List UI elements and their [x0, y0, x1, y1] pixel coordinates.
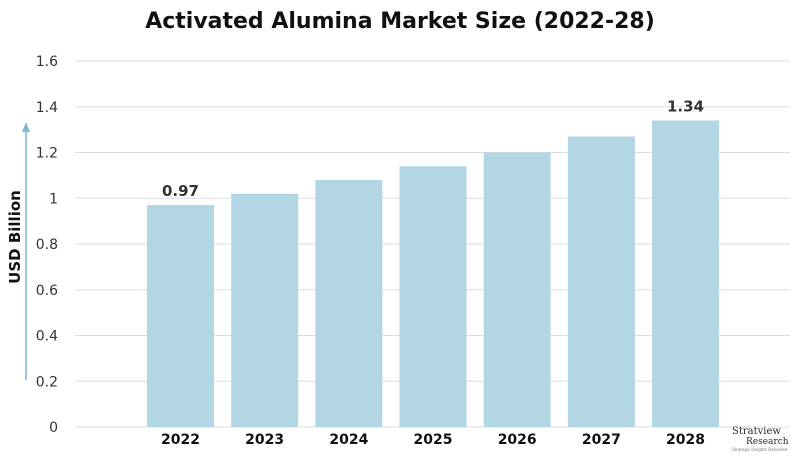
x-tick-label: 2022	[161, 432, 200, 448]
brand-logo: Stratview Research Strategic Insights De…	[732, 426, 798, 456]
y-tick-label: 1.4	[36, 100, 58, 116]
data-labels: 0.97 1.34	[162, 97, 704, 200]
y-tick-label: 0.2	[36, 374, 58, 390]
y-tick-label: 0.8	[36, 237, 58, 253]
x-tick-label: 2025	[414, 432, 453, 448]
chart-title: Activated Alumina Market Size (2022-28)	[145, 9, 655, 34]
data-label: 0.97	[162, 182, 199, 200]
bar-2027	[567, 136, 635, 428]
x-axis-ticks: 2022 2023 2024 2025 2026 2027 2028	[161, 432, 705, 448]
brand-name-bottom: Research	[746, 437, 789, 447]
brand-name-top: Stratview	[732, 426, 781, 437]
bar-2025	[399, 166, 467, 427]
x-tick-label: 2028	[666, 432, 705, 448]
y-axis-ticks: 0 0.2 0.4 0.6 0.8 1 1.2 1.4 1.6	[36, 54, 58, 436]
y-axis-arrowhead-icon	[22, 122, 30, 132]
bar-2026	[483, 152, 551, 427]
y-tick-label: 1.2	[36, 146, 58, 162]
x-tick-label: 2023	[245, 432, 284, 448]
y-tick-label: 0	[49, 420, 58, 436]
data-label: 1.34	[667, 97, 704, 115]
bar-2023	[231, 193, 299, 427]
y-axis-label: USD Billion	[6, 190, 24, 284]
x-tick-label: 2024	[329, 432, 368, 448]
bar-2028	[652, 120, 720, 427]
y-tick-label: 1.6	[36, 54, 58, 70]
bars	[147, 120, 720, 428]
y-tick-label: 0.4	[36, 329, 58, 345]
bar-2024	[315, 179, 383, 427]
y-tick-label: 1	[49, 191, 58, 207]
y-tick-label: 0.6	[36, 283, 58, 299]
bar-2022	[147, 205, 214, 427]
x-tick-label: 2026	[498, 432, 537, 448]
brand-tagline: Strategic Insights Delivered	[732, 447, 788, 452]
x-tick-label: 2027	[582, 432, 621, 448]
